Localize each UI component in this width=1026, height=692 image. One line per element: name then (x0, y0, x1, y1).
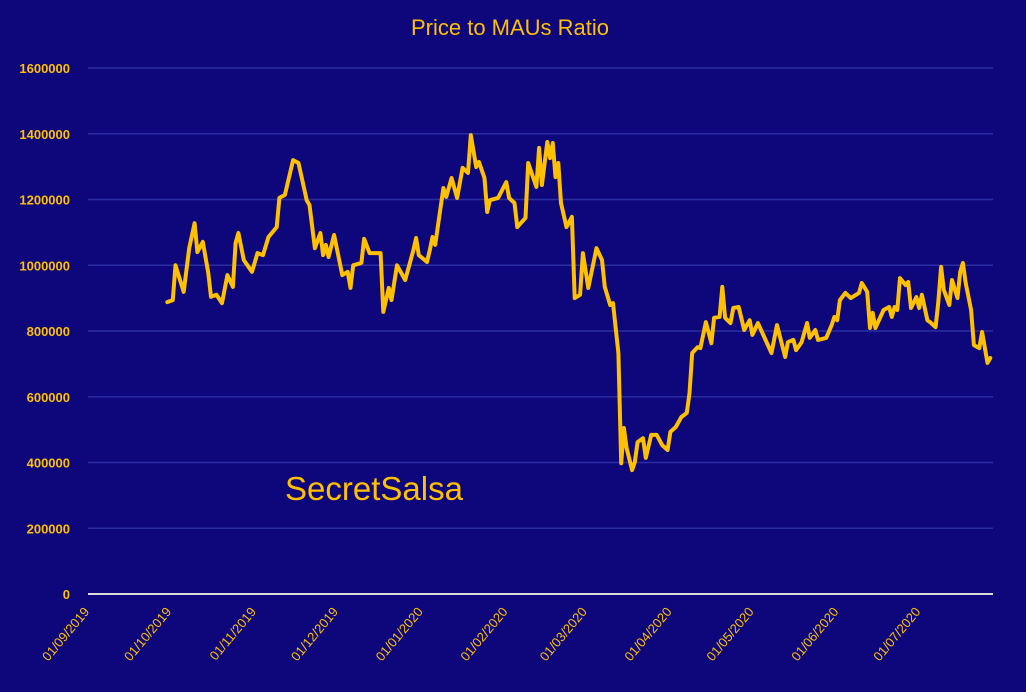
y-tick-label: 1400000 (19, 127, 70, 142)
y-tick-label: 400000 (27, 456, 70, 471)
chart-title: Price to MAUs Ratio (411, 15, 609, 40)
y-axis-tick-labels: 0 200000 400000 600000 800000 1000000 1200000 1… (19, 61, 70, 602)
gridlines (88, 67, 993, 529)
y-tick-label: 1200000 (19, 193, 70, 208)
y-tick-label: 200000 (27, 521, 70, 536)
y-tick-label: 1000000 (19, 258, 70, 273)
y-tick-label: 800000 (27, 324, 70, 339)
watermark-annotation: SecretSalsa (285, 470, 464, 507)
y-tick-label: 1600000 (19, 61, 70, 76)
y-tick-label: 600000 (27, 390, 70, 405)
data-points (167, 134, 991, 471)
y-tick-label: 0 (63, 587, 70, 602)
